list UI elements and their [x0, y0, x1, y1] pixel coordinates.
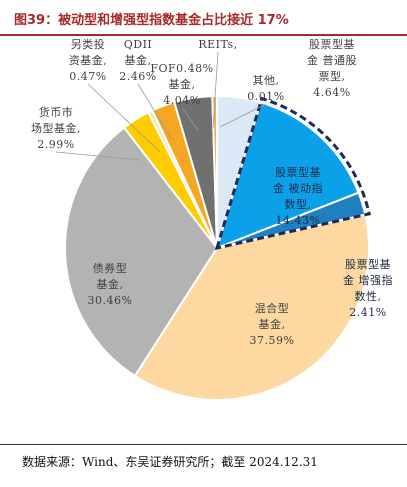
slice-另类投资基金-label: 另类投资基金, 0.47%	[69, 37, 108, 83]
slice-货币市场型基金-label-line: 2.99%	[37, 138, 74, 151]
slice-labels: 股票型基金 普通股票型, 4.64%股票型基金 被动指数型, 14.43%股票型基金…	[31, 37, 393, 347]
slice-另类投资基金-label-line: 0.47%	[69, 70, 106, 83]
slice-货币市场型基金-label-line: 货币市	[39, 105, 74, 119]
slice-qdii基金-label: QDII 基金, 2.46%	[119, 38, 156, 83]
slice-股票型基金-普通股票型-label-line: 票型,	[319, 69, 346, 83]
slice-股票型基金-增强指数性-label: 股票型基金 增强指数性, 2.41%	[343, 257, 393, 319]
slice-股票型基金-被动指数型-label-line: 14.43%	[276, 214, 321, 227]
slice-fof基金-label-line: 基金,	[169, 77, 196, 91]
source-note: 数据来源：Wind、东吴证券研究所；截至 2024.12.31	[22, 455, 318, 469]
slice-其他-leader-line	[219, 103, 267, 128]
slice-另类投资基金-label-line: 另类投	[71, 37, 106, 51]
slice-股票型基金-被动指数型-label-line: 金 被动指	[273, 181, 323, 195]
slice-股票型基金-普通股票型-label-line: 4.64%	[313, 86, 350, 99]
slice-股票型基金-增强指数性-label-line: 数性,	[355, 289, 382, 303]
slice-混合型基金	[133, 213, 370, 401]
slice-货币市场型基金-leader-line	[55, 151, 141, 161]
slice-股票型基金-被动指数型	[215, 101, 360, 250]
slice-qdii基金-label-line: 基金,	[125, 53, 152, 67]
title-bar: 图39：被动型和增强型指数基金占比接近 17%	[0, 0, 407, 36]
slice-其他-label-line: 其他,	[253, 74, 280, 87]
pie-slices	[64, 94, 370, 401]
slice-股票型基金-被动指数型-label-line: 股票型基	[275, 165, 321, 179]
slice-股票型基金-被动指数型-label-line: 数型,	[285, 197, 312, 211]
slice-股票型基金-普通股票型-label-line: 股票型基	[309, 37, 355, 51]
slice-混合型基金-label-line: 基金,	[259, 317, 286, 331]
slice-债券型基金-label-line: 30.46%	[88, 294, 133, 307]
slice-其他-label: 其他, 0.01%	[247, 74, 284, 103]
slice-qdii基金-label-line: 2.46%	[119, 70, 156, 83]
slice-fof基金-label: FOF0.48% 基金, 4.04%	[150, 62, 213, 107]
slice-混合型基金-label-line: 混合型	[255, 301, 290, 315]
index-funds-highlight	[214, 96, 372, 251]
highlight-outline	[214, 96, 372, 251]
slice-股票型基金-增强指数性-label-line: 金 增强指	[343, 273, 393, 287]
slice-混合型基金-label: 混合型基金, 37.59%	[250, 301, 295, 347]
slice-fof基金-leader-line	[181, 107, 199, 131]
slice-股票型基金-增强指数性-label-line: 股票型基	[345, 257, 391, 271]
slice-货币市场型基金-label: 货币市场型基金, 2.99%	[31, 105, 81, 151]
pie-chart: 股票型基金 普通股票型, 4.64%股票型基金 被动指数型, 14.43%股票型基金…	[31, 37, 393, 401]
slice-fof基金-label-line: 4.04%	[163, 94, 200, 107]
slice-其他-label-line: 0.01%	[247, 90, 284, 103]
footer-divider	[0, 444, 407, 445]
slice-货币市场型基金-label-line: 场型基金,	[31, 121, 81, 135]
slice-qdii基金-leader-line	[137, 83, 173, 141]
leader-lines	[55, 51, 267, 161]
slice-债券型基金-label-line: 债券型	[93, 261, 128, 275]
slice-另类投资基金-leader-line	[87, 83, 161, 153]
slice-股票型基金-被动指数型-label: 股票型基金 被动指数型, 14.43%	[273, 165, 323, 227]
slice-混合型基金-label-line: 37.59%	[250, 334, 295, 347]
slice-fof基金-label-line: FOF0.48%	[150, 62, 213, 75]
slice-债券型基金	[64, 126, 219, 378]
slice-股票型基金-普通股票型-label: 股票型基金 普通股票型, 4.64%	[307, 37, 357, 99]
slice-reits-label: REITs,	[198, 38, 237, 51]
slice-股票型基金-普通股票型-label-line: 金 普通股	[307, 53, 357, 67]
slice-reits-label-line: REITs,	[198, 38, 237, 51]
slice-债券型基金-label-line: 基金,	[97, 277, 124, 291]
slice-qdii基金-label-line: QDII	[124, 38, 153, 51]
slice-股票型基金-增强指数性-label-line: 2.41%	[349, 306, 386, 319]
slice-另类投资基金-label-line: 资基金,	[69, 53, 108, 67]
slice-reits-leader-line	[212, 51, 219, 129]
figure-title: 图39：被动型和增强型指数基金占比接近 17%	[14, 13, 289, 28]
slice-债券型基金-label: 债券型基金, 30.46%	[88, 261, 133, 307]
